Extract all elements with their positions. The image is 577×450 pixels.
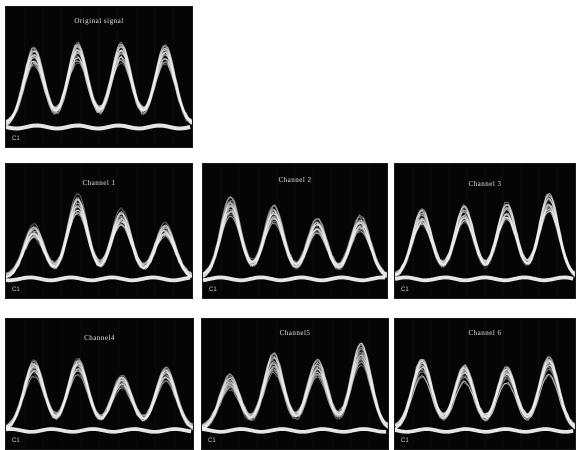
waveform-channel-4 (6, 319, 193, 449)
signal-trace (395, 359, 575, 427)
panel-title-channel-3: Channel 3 (468, 180, 502, 188)
signal-trace (203, 208, 387, 275)
signal-trace (203, 199, 387, 277)
signal-trace (6, 43, 192, 126)
channel-label-original: C1 (12, 136, 20, 142)
signal-trace (395, 208, 575, 277)
signal-trace (395, 366, 575, 430)
waveform-channel-1 (6, 164, 192, 298)
signal-trace (395, 356, 575, 426)
scope-panel-channel-2: Channel 2 C1 (202, 163, 388, 299)
channel-label-channel-6: C1 (401, 438, 409, 444)
signal-trace (6, 362, 193, 430)
signal-trace (6, 46, 192, 124)
signal-trace (203, 196, 387, 274)
signal-trace (395, 365, 575, 428)
signal-trace (6, 43, 192, 123)
signal-trace (203, 215, 387, 277)
channel-label-channel-2: C1 (209, 287, 217, 293)
signal-trace (203, 195, 387, 276)
panel-title-channel-5: Channel5 (279, 329, 311, 337)
signal-trace (6, 365, 193, 430)
panel-title-original: Original signal (74, 17, 124, 25)
signal-trace (202, 365, 388, 431)
signal-trace (6, 49, 192, 122)
signal-trace (395, 374, 575, 430)
panel-title-channel-2: Channel 2 (278, 176, 312, 184)
signal-trace (203, 201, 387, 275)
signal-trace (6, 207, 192, 279)
waveform-channel-5 (202, 319, 388, 449)
signal-trace (6, 368, 193, 429)
signal-trace (6, 364, 193, 429)
signal-trace (6, 209, 192, 278)
signal-trace (6, 368, 193, 431)
signal-trace (395, 369, 575, 427)
signal-trace (395, 196, 575, 276)
channel-label-channel-1: C1 (12, 287, 20, 293)
signal-trace (395, 212, 575, 279)
baseline-band (395, 427, 574, 434)
signal-trace (6, 368, 193, 428)
signal-trace (203, 205, 387, 276)
signal-trace (6, 198, 192, 275)
signal-trace (6, 193, 192, 275)
signal-trace (395, 195, 575, 274)
signal-trace (203, 214, 387, 278)
signal-trace (6, 59, 192, 126)
signal-trace (6, 213, 192, 278)
baseline-band (6, 427, 192, 434)
baseline-band (395, 275, 574, 283)
waveform-original (6, 7, 192, 147)
channel-label-channel-4: C1 (12, 438, 20, 444)
scope-panel-channel-6: Channel 6 C1 (394, 318, 576, 450)
channel-label-channel-3: C1 (401, 287, 409, 293)
waveform-channel-2 (203, 164, 387, 298)
channel-label-channel-5: C1 (208, 438, 216, 444)
baseline-band (203, 275, 386, 283)
signal-trace (6, 202, 192, 278)
panel-title-channel-4: Channel4 (84, 334, 115, 342)
signal-trace (6, 49, 192, 124)
scope-panel-original: Original signal C1 (5, 6, 193, 148)
signal-trace (203, 202, 387, 275)
scope-panel-channel-3: Channel 3 C1 (394, 163, 576, 299)
signal-trace (6, 358, 193, 427)
signal-trace (395, 362, 575, 427)
signal-trace (6, 374, 193, 429)
signal-trace (395, 206, 575, 276)
signal-trace (395, 209, 575, 276)
signal-trace (6, 48, 192, 124)
panel-title-channel-6: Channel 6 (468, 329, 502, 337)
baseline-band (202, 427, 387, 434)
waveform-channel-3 (395, 164, 575, 298)
waveform-channel-6 (395, 319, 575, 449)
signal-trace (6, 357, 193, 426)
baseline-band (6, 275, 191, 283)
signal-trace (6, 52, 192, 125)
scope-panel-channel-1: Channel 1 C1 (5, 163, 193, 299)
signal-trace (203, 208, 387, 277)
signal-trace (6, 192, 192, 277)
scope-panel-channel-5: Channel5 C1 (201, 318, 389, 450)
signal-trace (6, 361, 193, 426)
signal-trace (395, 364, 575, 427)
signal-trace (6, 199, 192, 275)
signal-trace (395, 203, 575, 276)
scope-panel-channel-4: Channel4 C1 (5, 318, 194, 450)
signal-trace (202, 344, 388, 430)
signal-trace (6, 363, 193, 431)
signal-trace (395, 360, 575, 427)
panel-title-channel-1: Channel 1 (82, 179, 116, 187)
signal-trace (202, 362, 388, 431)
baseline-band (6, 123, 191, 131)
